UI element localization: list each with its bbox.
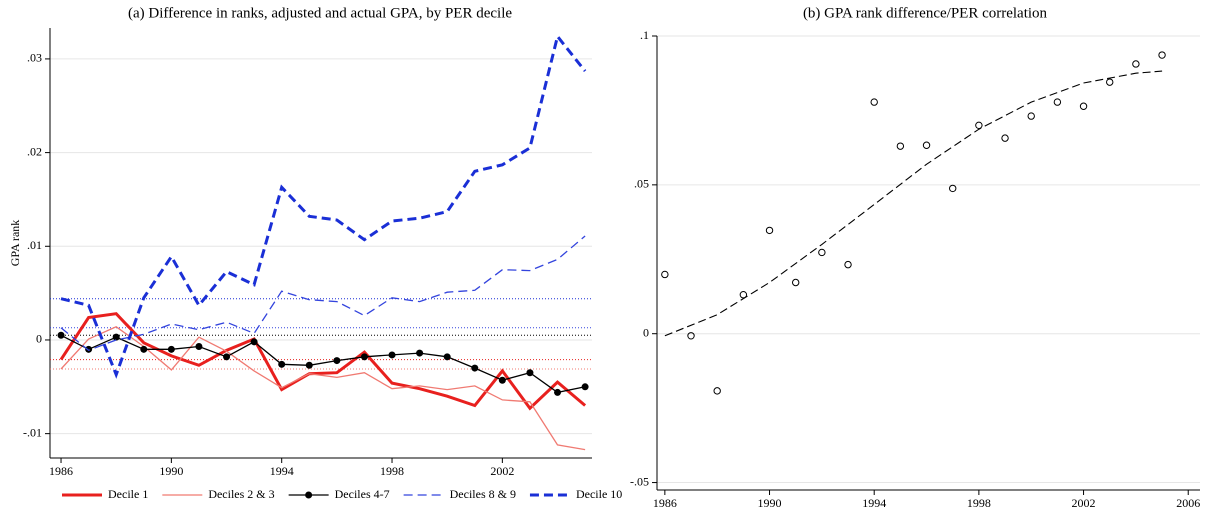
series-marker	[250, 338, 258, 346]
fit-line	[664, 70, 1163, 337]
series-line	[60, 33, 587, 379]
x-tick-label: 2006	[1176, 496, 1200, 510]
scatter-point	[922, 141, 931, 149]
scatter-point	[975, 121, 983, 130]
series-marker	[443, 353, 451, 361]
series-line	[60, 334, 586, 394]
legend-label: Decile 1	[108, 487, 148, 501]
legend-label: Decile 10	[576, 487, 622, 501]
y-axis-label: GPA rank	[8, 220, 22, 267]
series-marker	[554, 388, 562, 396]
y-tick-label: .1	[640, 28, 649, 42]
series-marker	[471, 364, 479, 372]
y-tick-label: .01	[27, 238, 42, 252]
y-tick-label: .03	[27, 51, 42, 65]
scatter-point	[844, 260, 852, 269]
legend-marker	[305, 491, 313, 499]
scatter-point	[661, 270, 669, 279]
scatter-point	[1079, 102, 1088, 110]
x-tick-label: 1990	[159, 464, 183, 478]
scatter-point	[949, 184, 957, 193]
series-marker	[526, 369, 534, 377]
series-marker	[85, 345, 93, 353]
series-marker	[167, 345, 175, 353]
scatter-point	[1106, 78, 1114, 86]
y-tick-label: 0	[643, 325, 649, 339]
series-marker	[195, 343, 203, 351]
series-marker	[278, 360, 286, 368]
x-tick-label: 1994	[270, 464, 294, 478]
y-tick-label: -.01	[23, 425, 42, 439]
scatter-point	[1053, 98, 1062, 106]
scatter-point	[713, 387, 721, 395]
legend-label: Deciles 8 & 9	[450, 487, 516, 501]
legend-label: Deciles 4-7	[335, 487, 390, 501]
chart-title: (a) Difference in ranks, adjusted and ac…	[128, 5, 512, 21]
series-marker	[223, 353, 231, 361]
y-tick-label: -.05	[630, 474, 649, 488]
x-tick-label: 1986	[49, 464, 73, 478]
series-marker	[140, 345, 148, 353]
series-marker	[57, 331, 65, 339]
x-tick-label: 1998	[380, 464, 404, 478]
x-tick-label: 1998	[967, 496, 991, 510]
series-marker	[388, 351, 396, 359]
series-marker	[581, 383, 589, 391]
scatter-point	[1132, 60, 1140, 68]
y-tick-label: 0	[36, 332, 42, 346]
scatter-point	[1001, 134, 1009, 142]
series-marker	[112, 333, 120, 341]
series-marker	[360, 353, 368, 361]
x-tick-label: 2002	[1072, 496, 1096, 510]
scatter-point	[1158, 51, 1166, 59]
y-tick-label: .02	[27, 144, 42, 158]
series-marker	[416, 349, 424, 357]
x-tick-label: 1990	[758, 496, 782, 510]
x-tick-label: 2002	[490, 464, 514, 478]
x-tick-label: 1986	[653, 496, 677, 510]
scatter-point	[765, 226, 774, 235]
scatter-point	[870, 98, 878, 106]
scatter-point	[739, 291, 748, 299]
scatter-point	[896, 142, 905, 150]
scatter-point	[791, 278, 800, 287]
series-marker	[333, 357, 341, 365]
series-marker	[498, 376, 506, 384]
scatter-point	[1027, 112, 1035, 120]
series-line	[60, 235, 586, 352]
series-marker	[305, 361, 313, 369]
legend-label: Deciles 2 & 3	[208, 487, 274, 501]
scatter-point	[687, 332, 695, 340]
series-line	[60, 326, 586, 451]
scatter-point	[818, 248, 826, 257]
y-tick-label: .05	[634, 177, 649, 191]
series-line	[59, 312, 587, 411]
chart-title: (b) GPA rank difference/PER correlation	[803, 5, 1048, 21]
x-tick-label: 1994	[862, 496, 886, 510]
